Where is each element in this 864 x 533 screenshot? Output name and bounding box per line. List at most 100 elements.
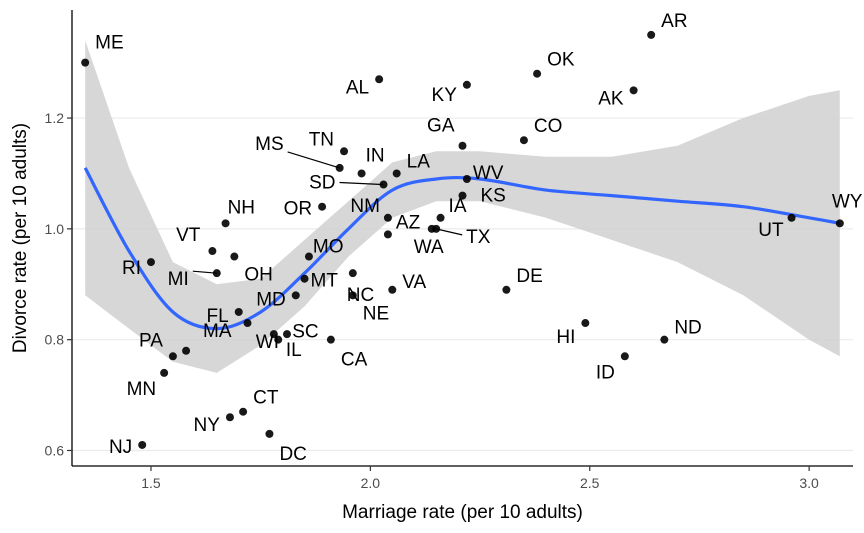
point-ga [458, 141, 467, 150]
point-label-ks: KS [481, 186, 506, 207]
x-axis-title: Marriage rate (per 10 adults) [342, 502, 583, 523]
point-wa [427, 224, 436, 233]
point-al [375, 75, 384, 84]
point-nm [383, 213, 392, 222]
point-label-oh: OH [244, 265, 273, 286]
point-label-ca: CA [341, 350, 368, 371]
point-ma [243, 319, 252, 328]
point-label-nc: NC [347, 285, 374, 306]
point-label-tn: TN [309, 129, 334, 150]
point-in [357, 169, 366, 178]
point-label-la: LA [407, 151, 431, 172]
y-tick-label: 0.8 [45, 332, 65, 348]
axes [71, 10, 853, 467]
point-label-wi: WI [256, 332, 279, 353]
point-label-pa: PA [139, 330, 163, 351]
point-nh [221, 219, 230, 228]
point-az [383, 230, 392, 239]
x-tick-label: 3.0 [799, 475, 819, 491]
points-layer [81, 30, 844, 449]
point-ut [787, 213, 796, 222]
point-label-me: ME [95, 33, 124, 54]
y-tick-label: 0.6 [45, 442, 65, 458]
point-ri [146, 258, 155, 267]
point-id [620, 352, 629, 361]
y-tick-label: 1.2 [45, 110, 65, 126]
point-label-nh: NH [228, 197, 255, 218]
point-label-ak: AK [598, 88, 624, 109]
point-label-az: AZ [396, 212, 421, 233]
point-ky [462, 80, 471, 89]
point-label-tx: TX [466, 227, 491, 248]
point-ne [348, 291, 357, 300]
point-il [269, 330, 278, 339]
point-mo [304, 252, 313, 261]
leader-ms [287, 151, 340, 169]
point-ar [647, 30, 656, 39]
point-wy [835, 219, 844, 228]
point-label-dc: DC [279, 444, 306, 465]
point-label-il: IL [286, 340, 302, 361]
point-dc [265, 429, 274, 438]
point-label-co: CO [534, 116, 563, 137]
point-wv [462, 174, 471, 183]
x-tick-label: 2.0 [361, 475, 381, 491]
point-ks [458, 191, 467, 200]
point-ok [533, 69, 542, 78]
point-label-nd: ND [674, 318, 701, 339]
point-label-mt: MT [311, 271, 339, 292]
point-mn [160, 368, 169, 377]
point-label-nj: NJ [109, 437, 132, 458]
x-tick-label: 2.5 [580, 475, 600, 491]
point-label-ia: IA [449, 196, 467, 217]
point-label-ma: MA [203, 321, 232, 342]
point-label-ne: NE [363, 303, 389, 324]
point-label-mo: MO [313, 237, 344, 258]
point-label-wy: WY [832, 191, 863, 212]
point-label-in: IN [366, 145, 385, 166]
point-label-sd: SD [309, 173, 335, 194]
point-label-ar: AR [661, 11, 687, 32]
point-ny [225, 413, 234, 422]
point-ak [629, 86, 638, 95]
point-label-hi: HI [556, 327, 575, 348]
point-label-nm: NM [350, 196, 380, 217]
leader-sd [339, 181, 384, 186]
point-label-ri: RI [122, 258, 141, 279]
point-label-fl: FL [207, 306, 229, 327]
point-nc [348, 269, 357, 278]
point-label-ok: OK [547, 50, 575, 71]
point-de [502, 285, 511, 294]
point-la [392, 169, 401, 178]
point-nd [660, 335, 669, 344]
y-tick-label: 1.0 [45, 221, 65, 237]
point-ct [239, 407, 248, 416]
point-wi [282, 330, 291, 339]
point-label-va: VA [402, 272, 426, 293]
point-label-ut: UT [758, 220, 784, 241]
smooth-line-layer [83, 167, 841, 331]
point-label-ky: KY [432, 85, 458, 106]
point-md [291, 291, 300, 300]
point-vt [208, 247, 217, 256]
point-fl [234, 307, 243, 316]
point-label-al: AL [346, 77, 369, 98]
leader-tx [436, 228, 463, 236]
point-label-mi: MI [168, 269, 189, 290]
point-tn [340, 147, 349, 156]
leader-mi [192, 270, 217, 274]
point-label-ga: GA [427, 116, 455, 137]
y-axis-title: Divorce rate (per 10 adults) [10, 123, 31, 353]
point-label-sc: SC [292, 322, 318, 343]
point-label-id: ID [596, 362, 615, 383]
point-co [519, 136, 528, 145]
point-ia [436, 213, 445, 222]
x-tick-label: 1.5 [141, 475, 161, 491]
point-label-mn: MN [127, 379, 157, 400]
point-or [318, 202, 327, 211]
point-hi [581, 319, 590, 328]
point-pa [182, 346, 191, 355]
point-label-wv: WV [473, 163, 504, 184]
